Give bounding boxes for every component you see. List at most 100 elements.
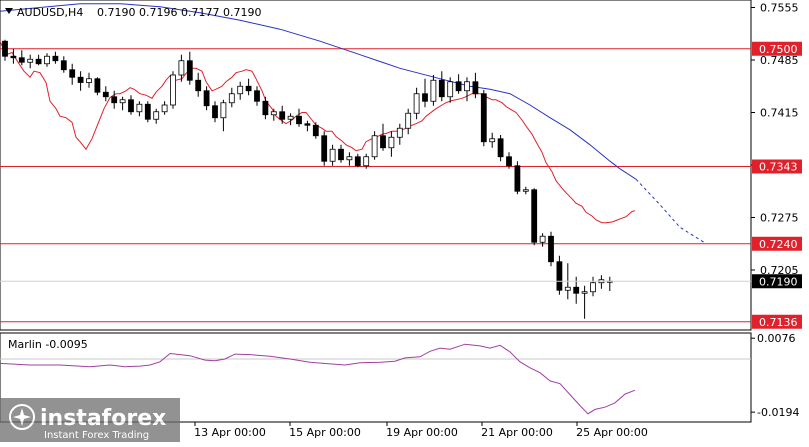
candle-body bbox=[52, 55, 59, 62]
horizontal-levels bbox=[0, 48, 751, 323]
candle-27 bbox=[228, 87, 235, 108]
time-tick-label: 13 Apr 00:00 bbox=[194, 426, 266, 439]
candle-body bbox=[212, 105, 218, 119]
candle-body bbox=[338, 148, 344, 161]
candle-body bbox=[111, 96, 118, 104]
level-badge[interactable] bbox=[752, 41, 802, 56]
candle-26 bbox=[220, 99, 227, 132]
price-panel[interactable] bbox=[0, 0, 752, 331]
candle-body bbox=[371, 135, 378, 158]
candle-53 bbox=[447, 77, 454, 103]
symbol-label: AUDUSD,H4 bbox=[17, 6, 83, 19]
candle-13 bbox=[111, 90, 118, 109]
candle-62 bbox=[522, 186, 529, 195]
candlestick-series bbox=[2, 39, 613, 319]
candle-44 bbox=[371, 131, 378, 160]
candle-body bbox=[60, 60, 67, 71]
level-badge[interactable] bbox=[752, 236, 802, 251]
candle-66 bbox=[556, 255, 563, 295]
candle-body bbox=[296, 115, 302, 125]
oscillator-line bbox=[0, 343, 636, 415]
candle-7 bbox=[60, 56, 67, 73]
price-tick-label: 0.7555 bbox=[760, 2, 799, 15]
candle-69 bbox=[581, 285, 588, 319]
level-badge-label: 0.7136 bbox=[759, 316, 798, 329]
current-price-badge bbox=[752, 274, 802, 289]
candle-61 bbox=[514, 161, 521, 195]
candle-36 bbox=[304, 120, 311, 132]
candle-28 bbox=[237, 81, 244, 100]
candle-11 bbox=[94, 77, 101, 96]
candle-54 bbox=[455, 74, 462, 94]
candle-49 bbox=[413, 87, 420, 120]
candle-52 bbox=[438, 71, 445, 102]
watermark-tagline: Instant Forex Trading bbox=[44, 430, 149, 441]
candle-body bbox=[564, 286, 571, 291]
candle-body bbox=[18, 57, 25, 63]
candle-body bbox=[573, 286, 580, 294]
level-badge-label: 0.7343 bbox=[759, 161, 798, 174]
level-badge-label: 0.7240 bbox=[759, 238, 798, 251]
candle-body bbox=[422, 93, 428, 102]
slow-ma-projection bbox=[635, 178, 705, 243]
candle-65 bbox=[548, 231, 554, 267]
osc-tick-label: 0.0076 bbox=[757, 332, 796, 345]
candle-25 bbox=[212, 101, 218, 123]
candle-body bbox=[195, 79, 202, 92]
current-price-label: 0.7190 bbox=[759, 275, 798, 288]
candle-22 bbox=[186, 51, 193, 85]
oscillator-series bbox=[0, 343, 751, 415]
watermark-brand: instaforex bbox=[40, 406, 166, 431]
candle-32 bbox=[270, 108, 277, 121]
candle-body bbox=[539, 235, 546, 243]
candle-body bbox=[245, 85, 252, 92]
candle-24 bbox=[203, 86, 210, 111]
candle-30 bbox=[254, 86, 260, 106]
candle-body bbox=[10, 55, 17, 59]
candle-body bbox=[405, 112, 412, 129]
candle-23 bbox=[195, 72, 202, 97]
candle-body bbox=[464, 81, 470, 92]
candle-37 bbox=[312, 122, 319, 139]
candle-body bbox=[44, 55, 50, 65]
candle-body bbox=[480, 93, 487, 143]
candle-body bbox=[279, 111, 286, 120]
price-tick-label: 0.7415 bbox=[760, 107, 799, 120]
ohlc-readout: 0.7190 0.7196 0.7177 0.7190 bbox=[97, 6, 261, 19]
candle-33 bbox=[279, 105, 286, 124]
candle-59 bbox=[497, 135, 504, 162]
candle-body bbox=[581, 291, 588, 294]
candle-46 bbox=[388, 131, 395, 157]
candle-body bbox=[102, 91, 109, 98]
candle-body bbox=[548, 235, 554, 263]
candle-body bbox=[455, 81, 462, 92]
candle-50 bbox=[422, 78, 428, 108]
candle-47 bbox=[396, 123, 403, 145]
logo-burst-icon bbox=[9, 404, 35, 430]
candle-31 bbox=[262, 96, 269, 120]
candle-64 bbox=[539, 233, 546, 247]
candle-body bbox=[304, 123, 311, 126]
candle-43 bbox=[363, 153, 370, 169]
moving-averages bbox=[0, 3, 705, 243]
triangle-down-icon[interactable] bbox=[5, 8, 13, 14]
candle-5 bbox=[44, 53, 50, 67]
candle-body bbox=[447, 81, 454, 98]
candle-body bbox=[531, 189, 538, 243]
indicator-label: Marlin -0.0095 bbox=[8, 338, 88, 351]
candle-51 bbox=[430, 75, 437, 106]
price-tick-label: 0.7205 bbox=[760, 264, 799, 277]
candle-39 bbox=[329, 144, 336, 166]
level-badge[interactable] bbox=[752, 314, 802, 329]
instaforex-logo: instaforex Instant Forex Trading bbox=[0, 398, 180, 442]
candle-70 bbox=[590, 276, 596, 297]
candle-48 bbox=[405, 108, 412, 135]
candle-body bbox=[220, 102, 227, 119]
time-axis: 13 Apr 00:00 15 Apr 00:00 19 Apr 00:00 21 A… bbox=[194, 422, 648, 439]
candle-body bbox=[161, 104, 168, 113]
candle-body bbox=[329, 148, 336, 162]
level-badge[interactable] bbox=[752, 159, 802, 174]
candle-body bbox=[35, 58, 42, 65]
candle-body bbox=[186, 60, 193, 81]
